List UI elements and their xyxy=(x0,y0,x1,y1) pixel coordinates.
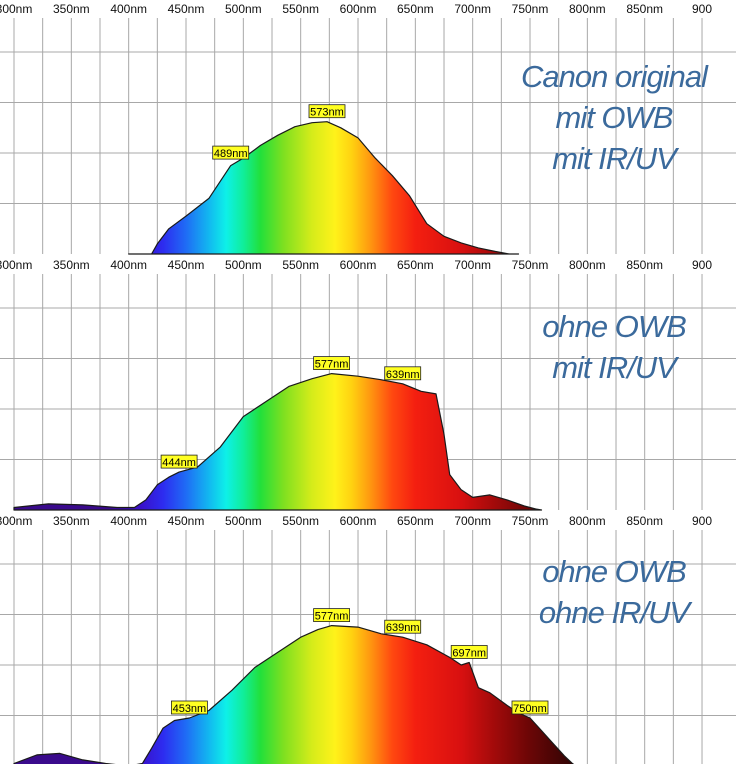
peak-label: 577nm xyxy=(315,611,349,623)
peak-label: 577nm xyxy=(315,359,349,371)
tick-label: 600nm xyxy=(340,514,377,528)
tick-label: 850nm xyxy=(626,258,663,272)
tick-label: 350nm xyxy=(53,514,90,528)
tick-label: 550nm xyxy=(282,258,319,272)
tick-label: 400nm xyxy=(110,258,147,272)
peak-label: 639nm xyxy=(386,622,420,634)
tick-label: 900 xyxy=(692,2,712,16)
peak-label: 639nm xyxy=(386,369,420,381)
tick-label: 500nm xyxy=(225,258,262,272)
peak-label-box xyxy=(384,366,422,381)
tick-label: 400nm xyxy=(110,2,147,16)
tick-label: 700nm xyxy=(454,258,491,272)
spectrum-curve xyxy=(13,625,575,764)
tick-label: 300nm xyxy=(0,514,32,528)
peak-label-box xyxy=(511,700,549,715)
tick-label: 350nm xyxy=(53,258,90,272)
peak-label: 453nm xyxy=(173,703,207,715)
tick-label: 550nm xyxy=(282,2,319,16)
panel-caption-line: ohne OWB xyxy=(542,554,686,589)
peak-label-box xyxy=(170,700,208,715)
tick-label: 800nm xyxy=(569,258,606,272)
tick-label: 450nm xyxy=(168,2,205,16)
tick-label: 800nm xyxy=(569,2,606,16)
peak-label-box xyxy=(212,145,250,160)
panel-caption-line: Canon original xyxy=(521,59,709,94)
peak-label-box xyxy=(313,356,351,371)
spectrum-curve xyxy=(128,121,520,255)
tick-label: 700nm xyxy=(454,514,491,528)
tick-label: 300nm xyxy=(0,2,32,16)
tick-label: 600nm xyxy=(340,258,377,272)
tick-label: 300nm xyxy=(0,258,32,272)
spectrum-panel-2: 300nm 350nm 400nm 450nm 500nm 550nm 600nm 650nm… xyxy=(0,258,736,511)
tick-label: 700nm xyxy=(454,2,491,16)
peak-label-box xyxy=(384,619,422,634)
tick-label: 650nm xyxy=(397,514,434,528)
tick-label: 750nm xyxy=(512,514,549,528)
peak-label-box xyxy=(308,104,346,119)
tick-label: 450nm xyxy=(168,514,205,528)
panel-caption-line: mit OWB xyxy=(556,100,673,135)
tick-label: 500nm xyxy=(225,2,262,16)
tick-label: 550nm xyxy=(282,514,319,528)
tick-label: 650nm xyxy=(397,258,434,272)
peak-label-box xyxy=(313,608,351,622)
spectrum-panel-3: 300nm 350nm 400nm 450nm 500nm 550nm 600nm 650nm… xyxy=(0,514,736,764)
tick-label: 900 xyxy=(692,514,712,528)
peak-label: 489nm xyxy=(214,148,248,160)
tick-label: 500nm xyxy=(225,514,262,528)
peak-label: 750nm xyxy=(513,703,547,715)
panel-caption-line: ohne OWB xyxy=(542,309,686,344)
peak-label-box xyxy=(160,454,198,469)
panel-caption-line: mit IR/UV xyxy=(552,350,680,385)
panel-caption-line: ohne IR/UV xyxy=(539,595,694,630)
spectrum-panel-1: 300nm 350nm 400nm 450nm 500nm 550nm 600nm 650nm… xyxy=(0,2,736,255)
tick-label: 750nm xyxy=(512,258,549,272)
peak-label-box xyxy=(450,645,488,659)
tick-label: 850nm xyxy=(626,2,663,16)
panel-caption-line: mit IR/UV xyxy=(552,141,680,176)
tick-label: 650nm xyxy=(397,2,434,16)
peak-label: 573nm xyxy=(310,107,344,119)
peak-label: 444nm xyxy=(162,457,196,469)
peak-label: 697nm xyxy=(452,648,486,660)
tick-label: 850nm xyxy=(626,514,663,528)
tick-label: 900 xyxy=(692,258,712,272)
tick-label: 800nm xyxy=(569,514,606,528)
tick-label: 450nm xyxy=(168,258,205,272)
spectrum-curve xyxy=(13,373,543,511)
tick-label: 750nm xyxy=(512,2,549,16)
tick-label: 350nm xyxy=(53,2,90,16)
tick-label: 600nm xyxy=(340,2,377,16)
tick-label: 400nm xyxy=(110,514,147,528)
